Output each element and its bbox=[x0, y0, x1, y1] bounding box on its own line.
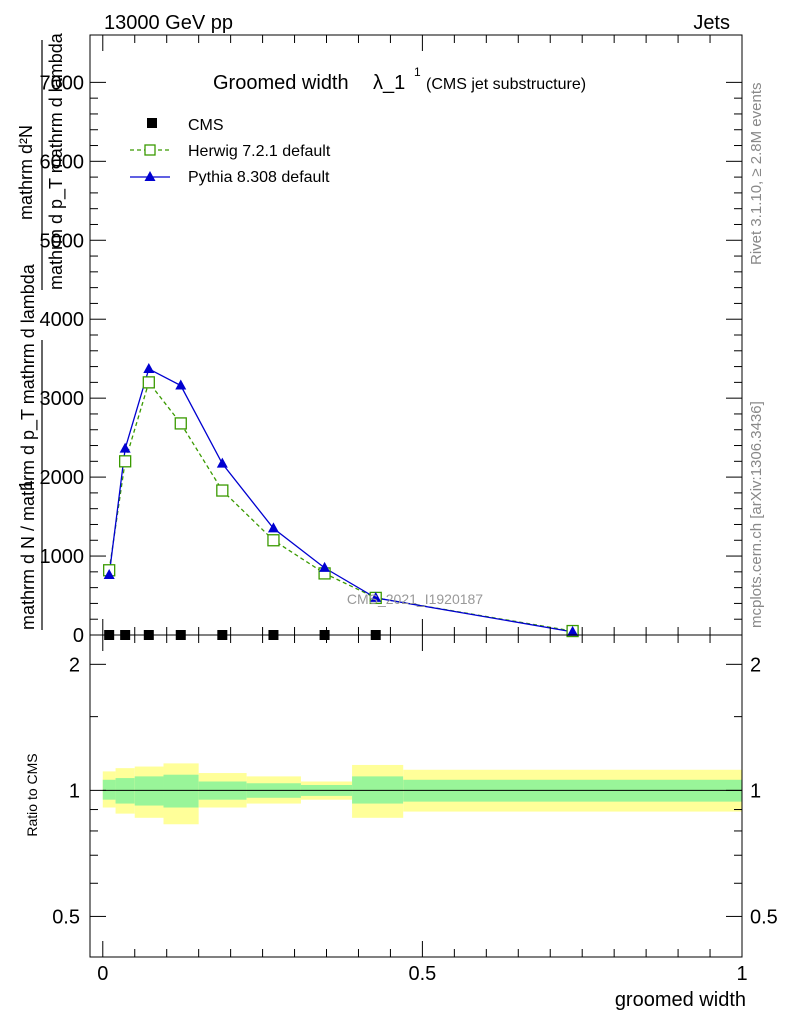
pythia-point bbox=[216, 457, 228, 468]
xtick-label: 0 bbox=[97, 963, 108, 985]
ratio-ytick-label-left: 1 bbox=[69, 780, 80, 802]
ratio-band-inner bbox=[134, 776, 164, 806]
xaxis-label: groomed width bbox=[615, 989, 746, 1011]
pythia-point bbox=[119, 442, 131, 453]
herwig-point bbox=[142, 376, 155, 389]
pythia-point bbox=[370, 591, 382, 602]
ylabel-dsigma-numerator: mathrm d²N bbox=[16, 125, 36, 220]
pythia-point bbox=[319, 561, 331, 572]
legend: CMS Herwig 7.2.1 default Pythia 8.308 de… bbox=[130, 117, 331, 186]
main-ytick-label: 4000 bbox=[40, 309, 85, 331]
legend-herwig-label: Herwig 7.2.1 default bbox=[188, 143, 331, 160]
ylabel-dsigma-denominator: mathrm d p_T mathrm d lambda bbox=[46, 32, 67, 290]
ratio-panel: 0.5 0.5 1 1 2 2 0 0.5 1 Ratio to CMS groomed wid… bbox=[24, 634, 778, 1011]
ratio-ytick-label-right: 2 bbox=[750, 654, 761, 676]
main-ytick-label: 6000 bbox=[40, 151, 85, 173]
herwig-point bbox=[267, 534, 280, 547]
title-subtitle: (CMS jet substructure) bbox=[426, 76, 586, 93]
ylabel-fraction-numerator: 1 bbox=[16, 480, 36, 490]
main-panel: 0 1000 2000 3000 4000 5000 6000 7000 CMS_2021_I… bbox=[16, 32, 743, 647]
xtick-label: 1 bbox=[736, 963, 747, 985]
ratio-axis-ticks: 0.5 0.5 1 1 2 2 0 0.5 1 bbox=[52, 635, 778, 985]
ratio-ylabel: Ratio to CMS bbox=[24, 753, 40, 836]
ratio-band-inner bbox=[102, 779, 116, 800]
legend-cms-marker bbox=[147, 118, 157, 128]
title-lambda: λ_1 bbox=[373, 72, 405, 94]
main-ytick-label: 0 bbox=[73, 625, 84, 647]
main-ytick-label: 3000 bbox=[40, 388, 85, 410]
ratio-ytick-label-left: 2 bbox=[69, 654, 80, 676]
herwig-point bbox=[119, 455, 132, 468]
ratio-band-layer bbox=[102, 763, 742, 825]
legend-pythia-label: Pythia 8.308 default bbox=[188, 169, 330, 186]
pythia-point bbox=[567, 625, 579, 636]
analysis-watermark: CMS_2021_I1920187 bbox=[347, 591, 483, 607]
main-ylabel: 1 mathrm d N / mathrm d p_T mathrm d lam… bbox=[16, 32, 67, 630]
pythia-point bbox=[175, 379, 187, 390]
header-jets-label: Jets bbox=[693, 12, 730, 34]
main-ytick-label: 7000 bbox=[40, 72, 85, 94]
main-ytick-label: 2000 bbox=[40, 467, 85, 489]
herwig-point bbox=[174, 417, 187, 430]
main-ytick-label: 5000 bbox=[40, 230, 85, 252]
chart-title: Groomed width λ_1 1 (CMS jet substructur… bbox=[213, 65, 586, 94]
pythia-point bbox=[143, 362, 155, 373]
main-data-layer bbox=[103, 362, 579, 640]
xtick-label: 0.5 bbox=[408, 963, 436, 985]
ylabel-denominator: mathrm d N / mathrm d p_T mathrm d lambd… bbox=[18, 263, 39, 630]
mcplots-label: mcplots.cern.ch [arXiv:1306.3436] bbox=[748, 401, 765, 628]
legend-herwig-marker bbox=[144, 144, 156, 156]
main-ytick-label: 1000 bbox=[40, 546, 85, 568]
header-energy-label: 13000 GeV pp bbox=[104, 12, 233, 34]
legend-cms-label: CMS bbox=[188, 117, 224, 134]
legend-pythia-marker bbox=[144, 171, 156, 181]
ratio-band-inner bbox=[163, 774, 199, 808]
ratio-ytick-label-right: 0.5 bbox=[750, 906, 778, 928]
ratio-ytick-label-left: 0.5 bbox=[52, 906, 80, 928]
pythia-point bbox=[267, 522, 279, 533]
rivet-label: Rivet 3.1.10, ≥ 2.8M events bbox=[748, 83, 765, 266]
ratio-ytick-label-right: 1 bbox=[750, 780, 761, 802]
title-superscript: 1 bbox=[414, 65, 421, 79]
herwig-point bbox=[216, 484, 229, 497]
title-main: Groomed width bbox=[213, 72, 349, 94]
pythia-point bbox=[103, 569, 115, 579]
main-axis-ticks: 0 1000 2000 3000 4000 5000 6000 7000 bbox=[40, 35, 743, 647]
ratio-frame bbox=[89, 634, 743, 958]
pythia-line bbox=[108, 368, 573, 633]
